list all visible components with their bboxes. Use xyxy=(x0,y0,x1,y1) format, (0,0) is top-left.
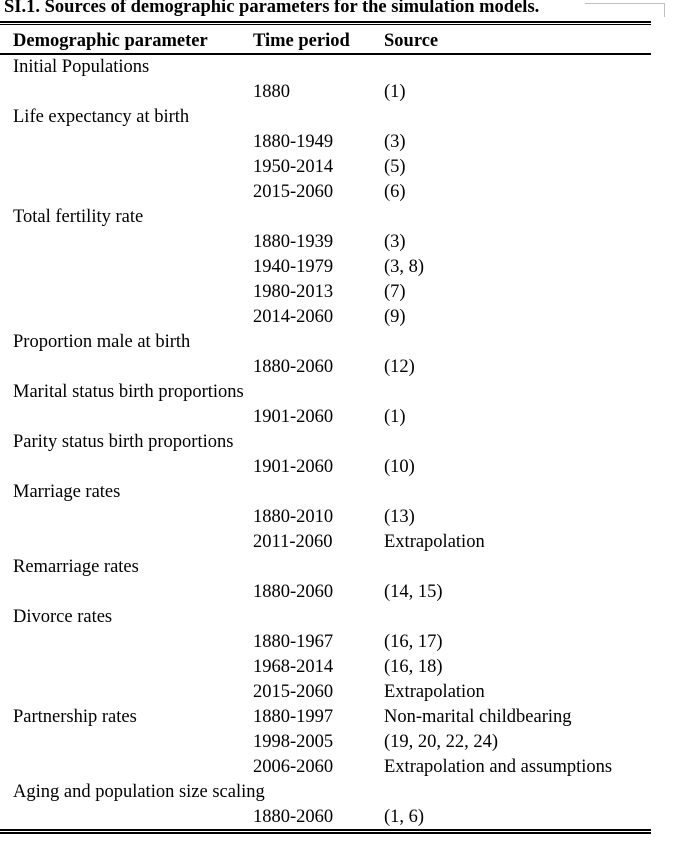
cell-source: (3, 8) xyxy=(384,257,425,277)
column-header-source: Source xyxy=(384,31,439,51)
cell-parameter: Total fertility rate xyxy=(13,207,144,227)
table-row: 2006-2060 Extrapolation and assumptions xyxy=(0,755,651,780)
cell-parameter: Remarriage rates xyxy=(13,557,139,577)
cell-parameter: Marital status birth proportions xyxy=(13,382,244,402)
table-row: Marital status birth proportions xyxy=(0,380,651,405)
cell-source: (16, 17) xyxy=(384,632,443,652)
cell-source: (14, 15) xyxy=(384,582,443,602)
table-row: 1968-2014 (16, 18) xyxy=(0,655,651,680)
table-row: 1880-2060 (1, 6) xyxy=(0,805,651,830)
cell-source: (5) xyxy=(384,157,406,177)
cell-source: Extrapolation xyxy=(384,532,485,552)
header-rule xyxy=(0,53,651,55)
table-row: Parity status birth proportions xyxy=(0,430,651,455)
cell-period: 1968-2014 xyxy=(253,657,334,677)
cell-parameter: Partnership rates xyxy=(13,707,137,727)
table-row: Aging and population size scaling xyxy=(0,780,651,805)
table-row: 1880-1949 (3) xyxy=(0,130,651,155)
cell-source: (1, 6) xyxy=(384,807,425,827)
table-row: 1880-1939 (3) xyxy=(0,230,651,255)
table-row: 2011-2060 Extrapolation xyxy=(0,530,651,555)
cell-parameter: Parity status birth proportions xyxy=(13,432,234,452)
cell-period: 2015-2060 xyxy=(253,182,334,202)
table-row: 1950-2014 (5) xyxy=(0,155,651,180)
table-row: Remarriage rates xyxy=(0,555,651,580)
cell-source: (16, 18) xyxy=(384,657,443,677)
cell-parameter: Proportion male at birth xyxy=(13,332,191,352)
cell-period: 2011-2060 xyxy=(253,532,333,552)
top-rule-thin xyxy=(0,24,651,25)
cell-parameter: Life expectancy at birth xyxy=(13,107,190,127)
table-row: 1880-2060 (12) xyxy=(0,355,651,380)
table-row: 1880 (1) xyxy=(0,80,651,105)
cell-source: (19, 20, 22, 24) xyxy=(384,732,499,752)
cell-period: 1880-1967 xyxy=(253,632,334,652)
table-row: 2015-2060 (6) xyxy=(0,180,651,205)
table-row: 1940-1979 (3, 8) xyxy=(0,255,651,280)
table-row: 1980-2013 (7) xyxy=(0,280,651,305)
cell-parameter: Aging and population size scaling xyxy=(13,782,265,802)
table-row: 1880-1967 (16, 17) xyxy=(0,630,651,655)
cell-period: 1998-2005 xyxy=(253,732,334,752)
table-row: Life expectancy at birth xyxy=(0,105,651,130)
table-row: 1880-2010 (13) xyxy=(0,505,651,530)
cell-period: 1901-2060 xyxy=(253,457,334,477)
table-row: 1880-2060 (14, 15) xyxy=(0,580,651,605)
cell-period: 1901-2060 xyxy=(253,407,334,427)
table-row: 2015-2060 Extrapolation xyxy=(0,680,651,705)
cell-source: Extrapolation and assumptions xyxy=(384,757,613,777)
cell-period: 1880-1949 xyxy=(253,132,334,152)
cell-parameter: Initial Populations xyxy=(13,57,150,77)
cell-parameter: Marriage rates xyxy=(13,482,121,502)
cell-source: Non-marital childbearing xyxy=(384,707,572,727)
cell-source: (3) xyxy=(384,132,406,152)
table-row: 2014-2060 (9) xyxy=(0,305,651,330)
cell-source: Extrapolation xyxy=(384,682,485,702)
cell-period: 1880 xyxy=(253,82,290,102)
cell-source: (1) xyxy=(384,82,406,102)
table-body: Initial Populations 1880 (1) Life expectanc… xyxy=(0,55,651,830)
table-row: 1901-2060 (1) xyxy=(0,405,651,430)
bottom-rule-second xyxy=(0,832,651,834)
cell-period: 1880-1997 xyxy=(253,707,334,727)
table-row: 1998-2005 (19, 20, 22, 24) xyxy=(0,730,651,755)
cell-source: (7) xyxy=(384,282,406,302)
cell-period: 1880-2060 xyxy=(253,807,334,827)
bottom-rule xyxy=(0,829,651,831)
cell-period: 1940-1979 xyxy=(253,257,334,277)
column-header-period: Time period xyxy=(253,31,350,51)
table-row: Marriage rates xyxy=(0,480,651,505)
page-corner-line xyxy=(585,3,665,4)
cell-period: 1880-2010 xyxy=(253,507,334,527)
table-row: 1901-2060 (10) xyxy=(0,455,651,480)
cell-source: (3) xyxy=(384,232,406,252)
cell-period: 1880-2060 xyxy=(253,582,334,602)
cell-period: 1880-2060 xyxy=(253,357,334,377)
page-corner-line xyxy=(664,3,665,17)
table-row: Partnership rates 1880-1997 Non-marital ch… xyxy=(0,705,651,730)
cell-source: (13) xyxy=(384,507,415,527)
cell-period: 1950-2014 xyxy=(253,157,334,177)
table-row: Proportion male at birth xyxy=(0,330,651,355)
cell-source: (12) xyxy=(384,357,415,377)
cell-source: (6) xyxy=(384,182,406,202)
table-row: Total fertility rate xyxy=(0,205,651,230)
cell-period: 2015-2060 xyxy=(253,682,334,702)
cell-source: (1) xyxy=(384,407,406,427)
top-rule xyxy=(0,21,651,23)
cell-period: 2014-2060 xyxy=(253,307,334,327)
table-row: Divorce rates xyxy=(0,605,651,630)
cell-source: (9) xyxy=(384,307,406,327)
column-header-parameter: Demographic parameter xyxy=(13,31,208,51)
table-row: Initial Populations xyxy=(0,55,651,80)
cell-period: 1880-1939 xyxy=(253,232,334,252)
table-title: SI.1. Sources of demographic parameters … xyxy=(4,0,540,17)
cell-period: 2006-2060 xyxy=(253,757,334,777)
cell-parameter: Divorce rates xyxy=(13,607,113,627)
cell-source: (10) xyxy=(384,457,415,477)
cell-period: 1980-2013 xyxy=(253,282,334,302)
